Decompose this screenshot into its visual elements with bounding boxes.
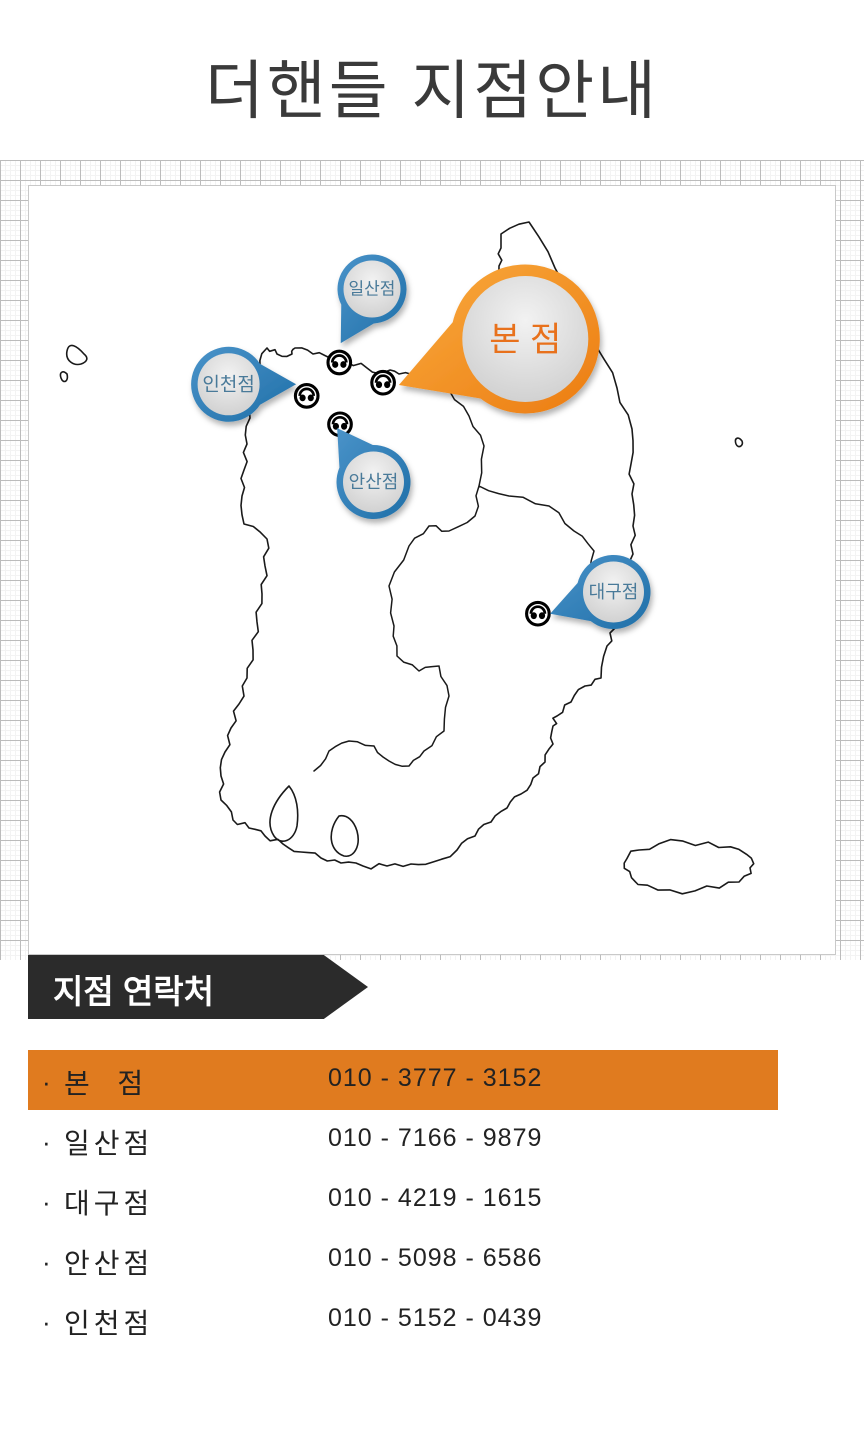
svg-text:대구점: 대구점 [589,582,639,602]
svg-text:본 점: 본 점 [489,321,561,359]
svg-text:인천점: 인천점 [202,373,254,395]
svg-text:안산점: 안산점 [349,472,399,492]
svg-text:일산점: 일산점 [349,279,396,298]
